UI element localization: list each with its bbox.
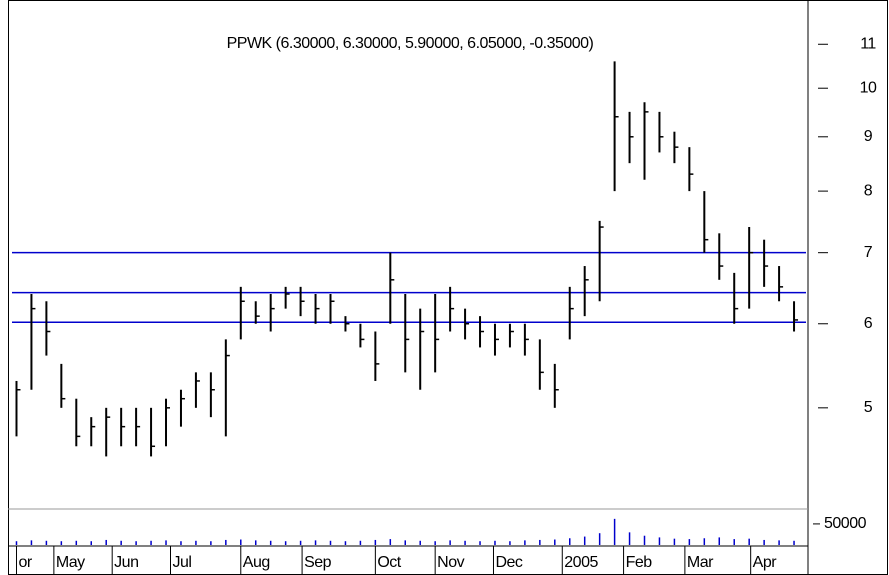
x-tick-label: Jul — [173, 554, 192, 571]
x-tick-label: May — [56, 554, 85, 571]
x-tick-label: Nov — [437, 554, 464, 571]
x-tick-label: Mar — [687, 554, 714, 571]
y-tick-label: 9 — [864, 128, 873, 145]
frame — [8, 0, 888, 575]
x-tick-label: Dec — [495, 554, 522, 571]
x-tick-label: 2005 — [564, 554, 598, 571]
y-tick-label: 5 — [864, 399, 873, 416]
y-tick-label: 6 — [864, 315, 873, 332]
y-tick-label: 7 — [864, 244, 873, 261]
y2-tick-label: 50000 — [824, 515, 867, 532]
x-tick-label: Aug — [243, 554, 270, 571]
chart-title: PPWK (6.30000, 6.30000, 5.90000, 6.05000… — [227, 35, 594, 52]
x-tick-label: Feb — [626, 554, 653, 571]
x-tick-label: Jun — [114, 554, 138, 571]
x-tick-label: Apr — [753, 554, 778, 571]
y-tick-label: 10 — [860, 79, 877, 96]
y-tick-label: 8 — [864, 182, 873, 199]
y-tick-label: 11 — [860, 35, 876, 52]
x-tick-label: Oct — [377, 554, 401, 571]
x-tick-label: Sep — [304, 554, 332, 571]
x-tick-label: or — [18, 554, 32, 571]
